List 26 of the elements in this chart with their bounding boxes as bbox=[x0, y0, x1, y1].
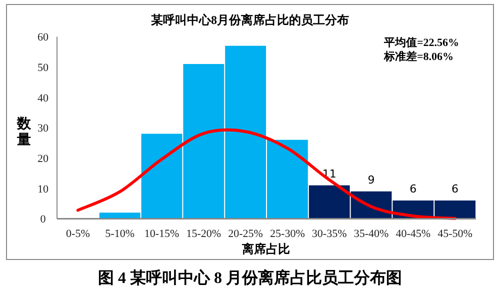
caption: 图 4 某呼叫中心 8 月份离席占比员工分布图 bbox=[98, 268, 402, 287]
x-tick-label: 35-40% bbox=[354, 228, 389, 240]
y-tick-label: 50 bbox=[38, 62, 49, 74]
annotation: 标准差=8.06% bbox=[383, 50, 454, 63]
y-tick-label: 0 bbox=[40, 214, 46, 226]
x-tick-label: 25-30% bbox=[270, 228, 305, 240]
data-label: 6 bbox=[410, 182, 417, 196]
annotation: 平均值=22.56% bbox=[383, 36, 460, 49]
y-tick-label: 10 bbox=[38, 183, 49, 196]
x-tick-label: 10-15% bbox=[144, 228, 180, 240]
x-tick-label: 40-45% bbox=[396, 228, 431, 240]
y-axis-title: 数量 bbox=[16, 116, 32, 148]
y-tick-label: 60 bbox=[38, 32, 49, 44]
data-label: 9 bbox=[368, 173, 375, 186]
y-tick-label: 30 bbox=[38, 122, 49, 135]
data-label: 6 bbox=[452, 182, 459, 196]
x-tick-label: 5-10% bbox=[105, 228, 135, 240]
y-tick-label: 40 bbox=[38, 92, 49, 104]
y-tick-label: 20 bbox=[38, 153, 49, 166]
x-tick-label: 20-25% bbox=[228, 228, 263, 240]
x-tick-label: 0-5% bbox=[66, 228, 90, 240]
x-tick-label: 15-20% bbox=[186, 228, 222, 240]
x-tick-label: 30-35% bbox=[312, 228, 347, 240]
x-axis-title: 离席占比 bbox=[241, 242, 290, 256]
chart-title: 某呼叫中心8月份离席占比的员工分布 bbox=[150, 13, 349, 27]
x-tick-label: 45-50% bbox=[438, 228, 472, 240]
